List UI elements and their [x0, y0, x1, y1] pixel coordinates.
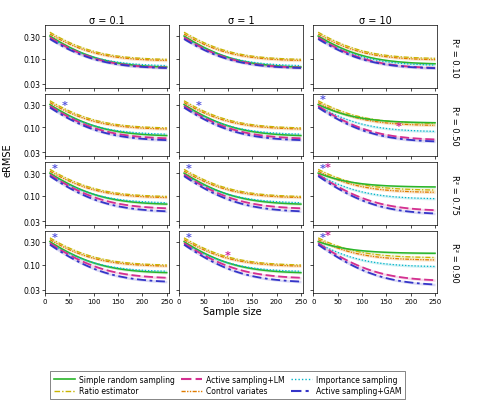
Text: *: *: [52, 164, 58, 174]
Text: *: *: [325, 162, 331, 172]
Y-axis label: R² = 0.50: R² = 0.50: [450, 106, 459, 146]
Title: σ = 0.1: σ = 0.1: [89, 15, 125, 26]
Y-axis label: R² = 0.90: R² = 0.90: [450, 243, 459, 282]
Legend: Simple random sampling, Ratio estimator, Active sampling+LM, Control variates, I: Simple random sampling, Ratio estimator,…: [50, 371, 405, 399]
Text: Sample size: Sample size: [203, 306, 262, 316]
Text: *: *: [52, 232, 58, 242]
Text: *: *: [325, 230, 331, 241]
Text: *: *: [320, 232, 326, 242]
Text: *: *: [196, 101, 202, 111]
Text: *: *: [186, 164, 192, 174]
Text: *: *: [320, 95, 326, 105]
Text: *: *: [186, 232, 192, 242]
Text: *: *: [320, 164, 326, 174]
Text: *: *: [62, 101, 68, 111]
Title: σ = 1: σ = 1: [228, 15, 254, 26]
Text: *: *: [396, 121, 402, 131]
Text: eRMSE: eRMSE: [2, 143, 12, 177]
Y-axis label: R² = 0.75: R² = 0.75: [450, 174, 459, 214]
Y-axis label: R² = 0.10: R² = 0.10: [450, 38, 459, 77]
Title: σ = 10: σ = 10: [359, 15, 392, 26]
Text: *: *: [225, 250, 231, 260]
